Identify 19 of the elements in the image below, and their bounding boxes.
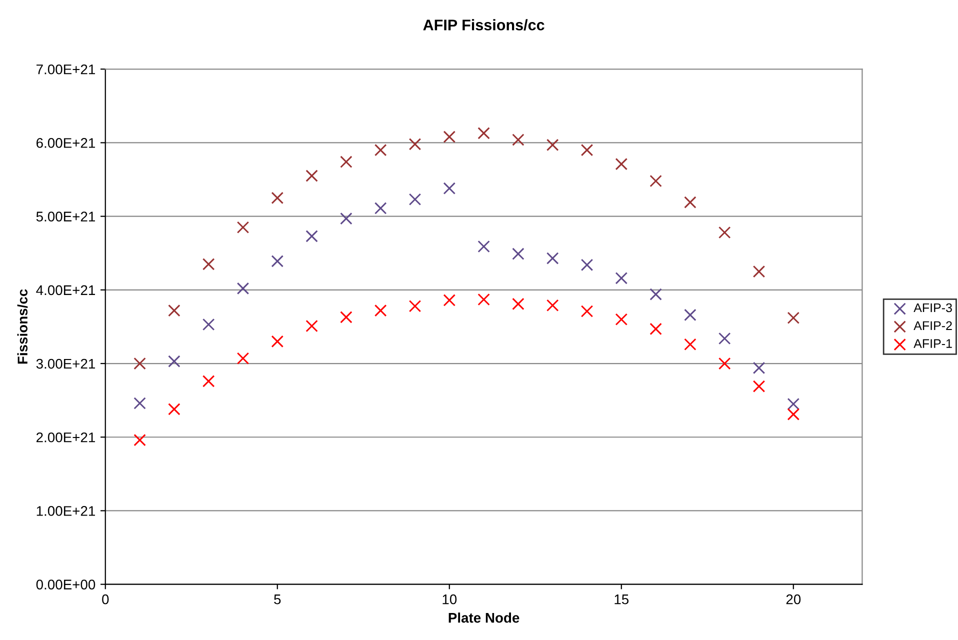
- x-tick-label: 5: [274, 594, 281, 604]
- legend-label: AFIP-2: [914, 321, 952, 330]
- y-tick-label: 2.00E+21: [36, 432, 95, 442]
- y-tick-label: 7.00E+21: [36, 64, 95, 74]
- x-tick-label: 15: [614, 594, 629, 604]
- y-tick-label: 0.00E+00: [36, 580, 96, 590]
- chart-title: AFIP Fissions/cc: [423, 19, 544, 31]
- y-tick-label: 5.00E+21: [36, 212, 95, 222]
- y-tick-label: 6.00E+21: [36, 138, 95, 148]
- y-tick-label: 3.00E+21: [36, 358, 95, 369]
- y-tick-label: 1.00E+21: [36, 506, 95, 516]
- y-axis-title: Fissions/cc: [17, 289, 28, 364]
- x-tick-label: 10: [442, 594, 457, 604]
- x-tick-label: 20: [786, 594, 801, 604]
- legend-label: AFIP-1: [914, 339, 952, 348]
- x-tick-label: 0: [102, 594, 109, 604]
- legend-label: AFIP-3: [914, 303, 952, 312]
- x-axis-title: Plate Node: [448, 612, 520, 623]
- y-tick-label: 4.00E+21: [36, 285, 95, 296]
